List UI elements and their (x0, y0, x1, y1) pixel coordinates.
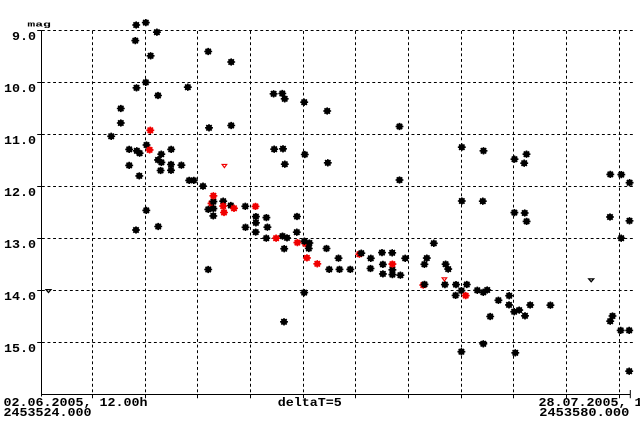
svg-text:11.0: 11.0 (4, 134, 36, 148)
svg-text:28.07.2005, 12.00h: 28.07.2005, 12.00h (539, 396, 640, 410)
svg-text:2453580.000: 2453580.000 (539, 406, 629, 420)
svg-text:2453524.000: 2453524.000 (4, 406, 92, 420)
svg-text:14.0: 14.0 (4, 290, 36, 304)
svg-text:02.06.2005, 12.00h: 02.06.2005, 12.00h (4, 396, 148, 410)
svg-text:12.0: 12.0 (4, 186, 36, 200)
svg-text:9.0: 9.0 (12, 30, 36, 44)
svg-text:15.0: 15.0 (4, 342, 36, 356)
svg-text:mag: mag (27, 22, 51, 30)
svg-text:10.0: 10.0 (4, 82, 36, 96)
svg-text:deltaT=5: deltaT=5 (278, 396, 342, 410)
svg-text:13.0: 13.0 (4, 238, 36, 252)
